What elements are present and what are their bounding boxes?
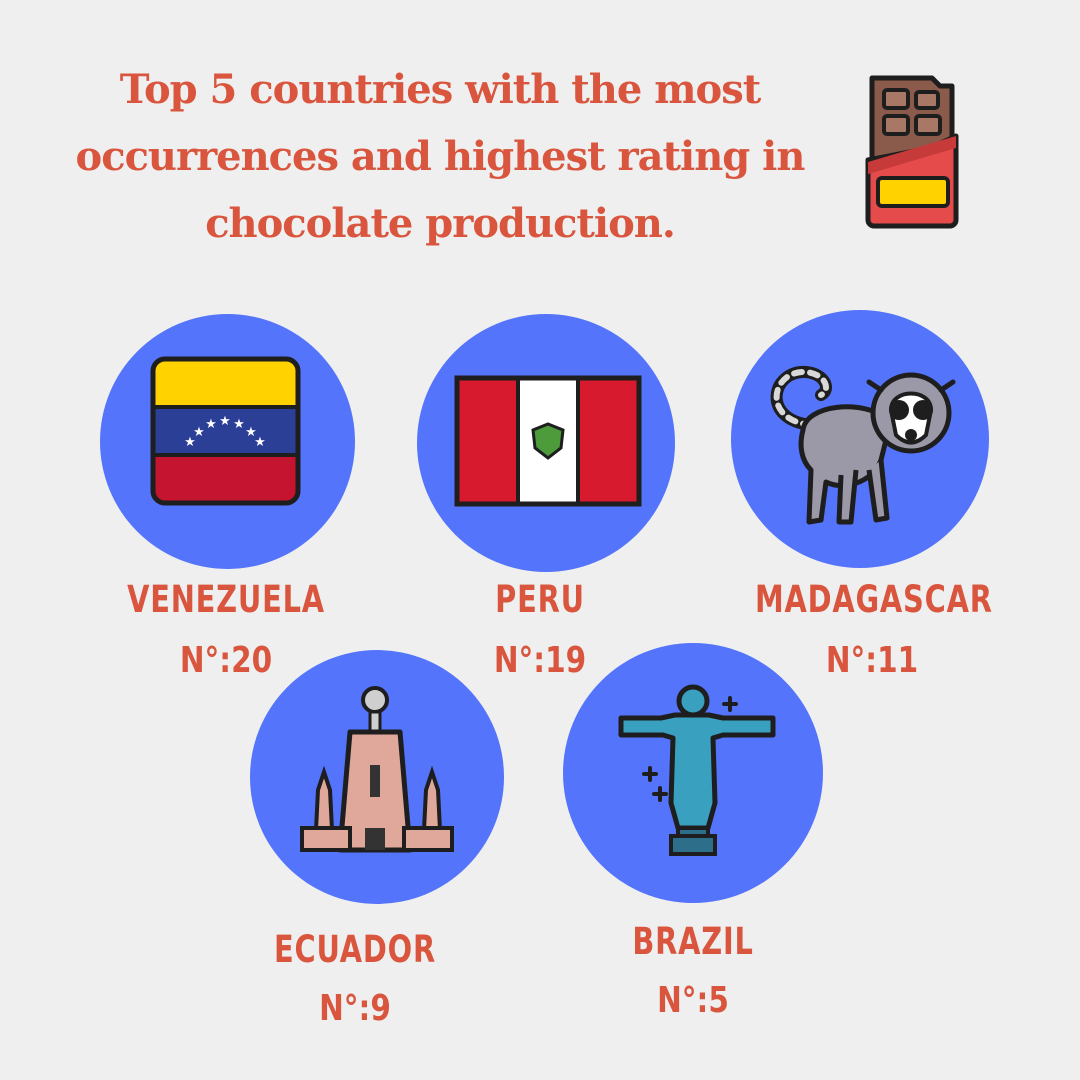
svg-text:★: ★ [219, 414, 231, 429]
country-rank-venezuela: N°:20 [179, 640, 273, 681]
country-name-venezuela: VENEZUELA [127, 578, 325, 621]
lemur-icon [770, 366, 956, 525]
ecuador-circle [250, 650, 504, 904]
peru-flag-icon [454, 375, 642, 507]
country-name-madagascar: MADAGASCAR [755, 578, 993, 621]
svg-text:★: ★ [193, 425, 205, 440]
svg-text:★: ★ [233, 417, 245, 432]
svg-text:★: ★ [205, 417, 217, 432]
venezuela-circle: ★ ★ ★ ★ ★ ★ ★ [100, 314, 355, 569]
page-title: Top 5 countries with the most occurrence… [60, 56, 820, 257]
peru-circle [417, 314, 675, 572]
country-name-ecuador: ECUADOR [274, 928, 436, 971]
country-name-brazil: BRAZIL [632, 920, 754, 963]
svg-text:★: ★ [245, 425, 257, 440]
country-rank-brazil: N°:5 [657, 980, 729, 1021]
chocolate-bar-icon [865, 75, 959, 229]
country-name-peru: PERU [495, 578, 585, 621]
equator-monument-icon [300, 686, 454, 853]
christ-redeemer-icon [618, 684, 776, 856]
svg-text:★: ★ [184, 435, 196, 450]
brazil-circle [563, 643, 823, 903]
country-rank-peru: N°:19 [493, 640, 587, 681]
title-line-3: chocolate production. [205, 200, 676, 247]
madagascar-circle [731, 310, 989, 568]
country-rank-madagascar: N°:11 [825, 640, 919, 681]
svg-text:★: ★ [254, 435, 266, 450]
title-line-1: Top 5 countries with the most [119, 66, 761, 113]
title-line-2: occurrences and highest rating in [75, 133, 806, 180]
country-rank-ecuador: N°:9 [319, 988, 391, 1029]
venezuela-flag-icon: ★★★ ★ ★★ ★ [150, 356, 301, 506]
